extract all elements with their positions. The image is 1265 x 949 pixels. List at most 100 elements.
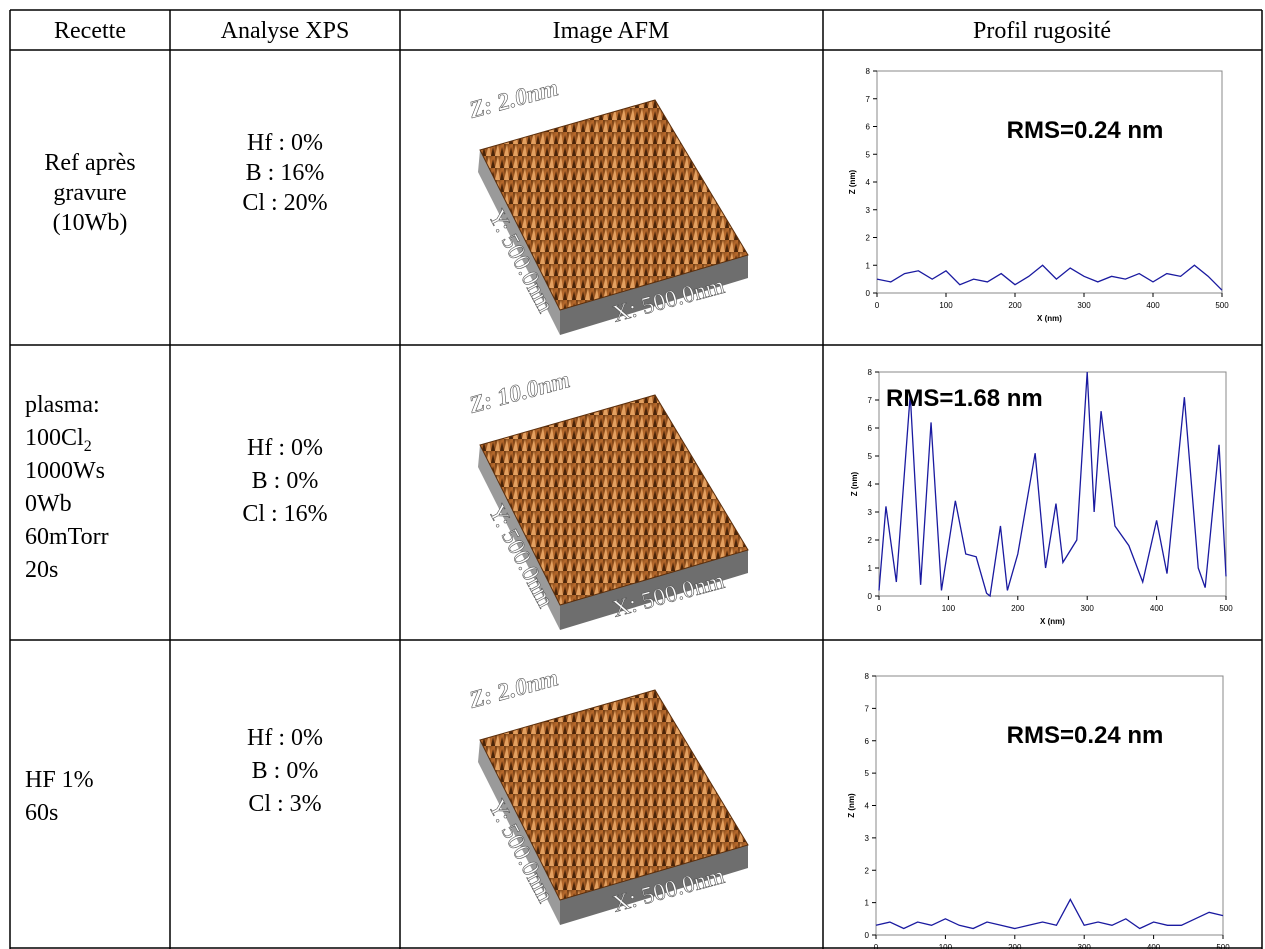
xps-line: B : 0% <box>252 758 319 784</box>
table-grid <box>9 9 1263 949</box>
y-axis-label: Z (nm) <box>847 793 856 818</box>
x-tick-label: 400 <box>1150 604 1164 613</box>
recette-subscript: 2 <box>84 438 92 455</box>
afm-wall <box>478 445 560 630</box>
x-tick-label: 200 <box>1008 301 1022 310</box>
recette-line: 0Wb <box>25 491 72 517</box>
y-tick-label: 5 <box>868 452 873 461</box>
plot-frame <box>876 70 1223 294</box>
y-tick-label: 6 <box>868 424 873 433</box>
y-axis-label: Z (nm) <box>848 169 857 194</box>
afm-z-label: Z: 10.0nm <box>466 367 573 419</box>
x-tick-label: 0 <box>875 301 880 310</box>
x-tick-label: 300 <box>1078 943 1092 949</box>
y-tick-label: 1 <box>865 899 870 908</box>
afm-surface <box>479 394 749 606</box>
xps-line: Hf : 0% <box>247 130 323 156</box>
rms-annotation: RMS=0.24 nm <box>1007 722 1164 749</box>
x-tick-label: 500 <box>1216 943 1230 949</box>
profile-line <box>876 264 1223 291</box>
x-tick-label: 0 <box>874 943 879 949</box>
xps-line: Hf : 0% <box>247 725 323 751</box>
x-tick-label: 300 <box>1081 604 1095 613</box>
x-tick-label: 500 <box>1215 301 1229 310</box>
recette-line: 20s <box>25 557 58 583</box>
x-axis-label: X (nm) <box>1037 314 1062 323</box>
afm-z-label: Z: 2.0nm <box>466 75 561 124</box>
recette-line: 60s <box>25 800 58 826</box>
y-tick-label: 3 <box>866 206 871 215</box>
header-cell: Image AFM <box>553 18 670 44</box>
recette-line: 60mTorr <box>25 524 109 550</box>
y-tick-label: 1 <box>866 261 871 270</box>
y-tick-label: 8 <box>866 67 871 76</box>
x-tick-label: 100 <box>942 604 956 613</box>
afm-wall <box>478 740 560 925</box>
xps-line: B : 16% <box>246 160 325 186</box>
x-tick-label: 100 <box>939 943 953 949</box>
y-tick-label: 3 <box>868 508 873 517</box>
x-tick-label: 400 <box>1146 301 1160 310</box>
y-tick-label: 3 <box>865 834 870 843</box>
y-tick-label: 4 <box>865 802 870 811</box>
afm-z-label: Z: 2.0nm <box>466 665 561 714</box>
y-tick-label: 7 <box>868 396 873 405</box>
y-tick-label: 6 <box>865 737 870 746</box>
x-tick-label: 0 <box>877 604 882 613</box>
afm-wall <box>560 255 748 335</box>
y-tick-label: 6 <box>866 123 871 132</box>
y-tick-label: 8 <box>868 368 873 377</box>
y-tick-label: 5 <box>866 150 871 159</box>
y-tick-label: 7 <box>865 704 870 713</box>
recette-line: 100Cl2 <box>25 425 92 455</box>
recette-line: (10Wb) <box>53 210 128 236</box>
xps-line: B : 0% <box>252 468 319 494</box>
y-tick-label: 1 <box>868 564 873 573</box>
y-tick-label: 4 <box>868 480 873 489</box>
xps-line: Cl : 16% <box>242 501 327 527</box>
y-axis-label: Z (nm) <box>850 471 859 496</box>
afm-wall <box>560 845 748 925</box>
xps-line: Cl : 3% <box>248 791 321 817</box>
recette-line: Ref après <box>44 150 135 176</box>
y-tick-label: 8 <box>865 672 870 681</box>
y-tick-label: 0 <box>868 592 873 601</box>
x-tick-label: 300 <box>1077 301 1091 310</box>
header-cell: Analyse XPS <box>221 18 350 44</box>
x-tick-label: 100 <box>939 301 953 310</box>
afm-wall <box>560 550 748 630</box>
header-cell: Recette <box>54 18 126 44</box>
recette-line: gravure <box>53 180 126 206</box>
x-tick-label: 500 <box>1219 604 1233 613</box>
x-tick-label: 200 <box>1008 943 1022 949</box>
y-tick-label: 2 <box>868 536 873 545</box>
profile-line <box>878 371 1227 598</box>
afm-surface <box>479 99 749 311</box>
recette-text: 100Cl <box>25 425 84 451</box>
plot-frame <box>875 675 1224 936</box>
xps-line: Hf : 0% <box>247 435 323 461</box>
y-tick-label: 5 <box>865 769 870 778</box>
y-tick-label: 0 <box>866 289 871 298</box>
y-tick-label: 2 <box>865 866 870 875</box>
header-cell: Profil rugosité <box>973 18 1111 44</box>
rms-annotation: RMS=1.68 nm <box>886 385 1043 412</box>
y-tick-label: 0 <box>865 931 870 940</box>
profile-line <box>875 898 1224 930</box>
x-axis-label: X (nm) <box>1040 617 1065 626</box>
recette-line: 1000Ws <box>25 458 105 484</box>
x-tick-label: 400 <box>1147 943 1161 949</box>
afm-surface <box>479 689 749 901</box>
y-tick-label: 4 <box>866 178 871 187</box>
recette-line: HF 1% <box>25 767 94 793</box>
xps-line: Cl : 20% <box>242 190 327 216</box>
y-tick-label: 7 <box>866 95 871 104</box>
rms-annotation: RMS=0.24 nm <box>1007 117 1164 144</box>
recette-line: plasma: <box>25 392 100 418</box>
afm-wall <box>478 150 560 335</box>
y-tick-label: 2 <box>866 234 871 243</box>
